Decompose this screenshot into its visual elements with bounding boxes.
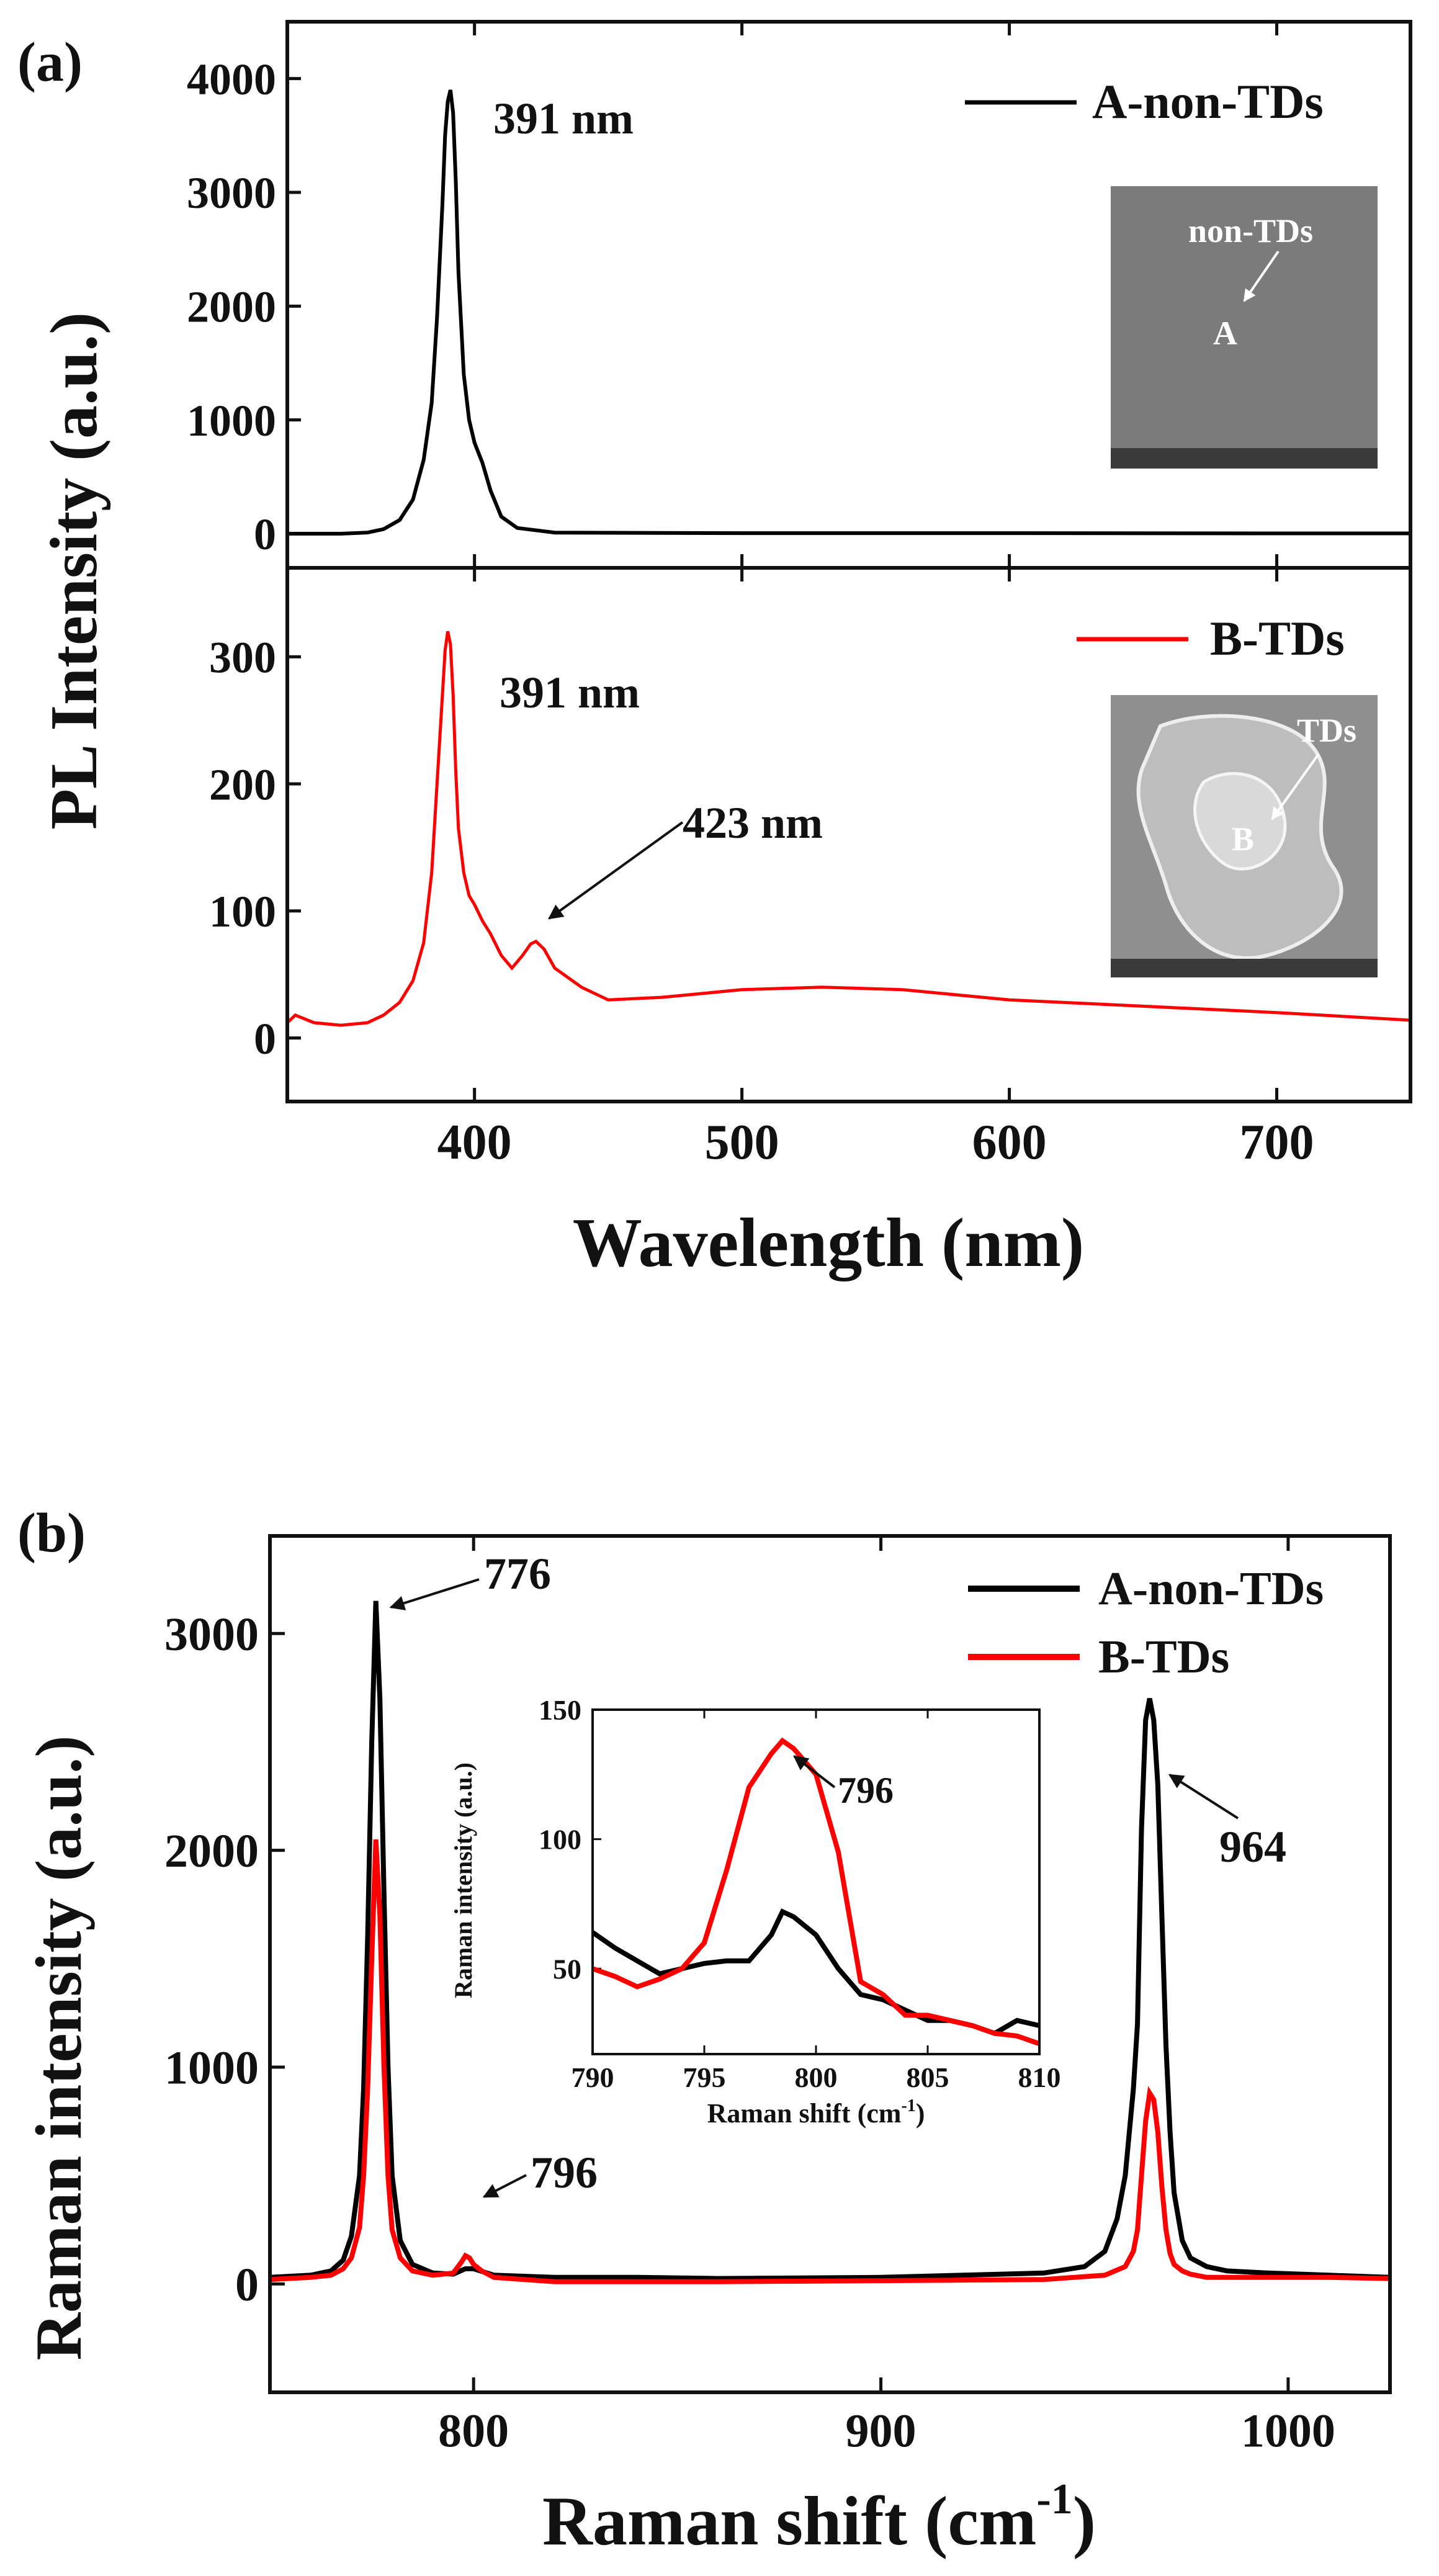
inset-ytick-label-150: 150 (539, 1694, 581, 1726)
raman-line-a-non-tds (269, 1600, 1391, 2281)
inset-xtick-label-805: 805 (907, 2062, 949, 2093)
inset-x-axis-label: Raman shift (cm-1) (707, 2096, 925, 2129)
inset-ticks: 50 100 150 790 795 800 805 810 (539, 1694, 1061, 2093)
a-bottom-xtick-label-700: 700 (1240, 1115, 1314, 1170)
raman-annotation-776: 776 (484, 1549, 551, 1599)
panel-a-y-axis-label: PL Intensity (a.u.) (37, 312, 111, 830)
a-bottom-ytick-label-100: 100 (209, 887, 276, 936)
b-xtick-label-1000: 1000 (1241, 2405, 1335, 2457)
inset-frame (591, 1708, 1041, 2055)
inset-xtick-label-810: 810 (1018, 2062, 1061, 2093)
a-top-ytick-label-4000: 4000 (187, 55, 276, 104)
b-tds-pl-line (286, 631, 1411, 1027)
raman-arrow-796 (482, 2174, 527, 2198)
a-bottom-ytick-label-300: 300 (209, 633, 276, 683)
sem-arrow-tds (1271, 753, 1320, 820)
raman-annotation-964: 964 (1219, 1822, 1286, 1872)
sem-inset-tds: TDs B (1111, 695, 1378, 977)
b-xtick-label-900: 900 (846, 2405, 917, 2457)
sem-label-tds: TDs (1297, 712, 1356, 749)
sem-point-a: A (1213, 315, 1237, 352)
a-top-peak-label: 391 nm (493, 94, 634, 143)
a-top-ytick-label-0: 0 (254, 509, 276, 559)
inset-annotation-796: 796 (838, 1770, 894, 1811)
sem-feature-inner (1193, 772, 1287, 871)
a-bottom-peak-label: 391 nm (500, 668, 640, 717)
a-top-ytick-label-3000: 3000 (187, 168, 276, 218)
inset-ytick-label-100: 100 (539, 1824, 581, 1856)
b-ytick-label-3000: 3000 (164, 1609, 259, 1661)
panel-b-label: (b) (17, 1502, 86, 1564)
panel-a-bottom-x-ticks: 400 500 600 700 (437, 568, 1314, 1170)
sem-info-bar (1111, 448, 1378, 469)
legend-label-b-tds: B-TDs (1210, 611, 1345, 665)
b-ytick-label-2000: 2000 (164, 1825, 259, 1877)
a-bottom-shoulder-label: 423 nm (683, 798, 823, 848)
inset-arrow-796 (793, 1755, 836, 1788)
sem-arrow-non-tds (1243, 250, 1280, 302)
a-bottom-xtick-label-500: 500 (705, 1115, 779, 1170)
a-non-tds-pl-line (287, 89, 1410, 536)
panel-a-x-axis-label: Wavelength (nm) (573, 1205, 1084, 1281)
panel-a-top-subplot: 0 1000 2000 3000 4000 391 nm A-non-TDs non-T… (187, 20, 1412, 570)
a-bottom-xtick-label-400: 400 (437, 1115, 512, 1170)
panel-b: (b) Raman intensity (a.u.) Raman shift (… (17, 1502, 1392, 2560)
panel-a-label: (a) (17, 32, 83, 93)
raman-inset: 50 100 150 790 795 800 805 810 Raman intensity … (449, 1688, 1061, 2129)
inset-background (506, 1688, 1039, 2116)
panel-a: (a) PL Intensity (a.u.) Wavelength (nm) … (17, 20, 1412, 1281)
panel-a-bottom-y-ticks: 0 100 200 300 (209, 633, 301, 1064)
b-ytick-label-0: 0 (235, 2259, 259, 2311)
inset-y-axis-label: Raman intensity (a.u.) (449, 1762, 477, 1998)
panel-b-ticks: 0 1000 2000 3000 800 900 1000 (164, 1536, 1335, 2457)
raman-line-b-tds (269, 1839, 1391, 2284)
sem-image-non-tds (1111, 186, 1378, 469)
legend-label-raman-b: B-TDs (1098, 1631, 1229, 1683)
panel-b-frame (268, 1534, 1392, 2394)
panel-a-top-y-ticks: 0 1000 2000 3000 4000 (187, 55, 301, 559)
inset-xtick-label-790: 790 (572, 2062, 614, 2093)
raman-arrow-776 (389, 1578, 480, 1610)
sem-point-b: B (1232, 820, 1254, 858)
a-top-ytick-label-1000: 1000 (187, 396, 276, 446)
panel-a-bottom-frame (285, 566, 1412, 1103)
inset-ytick-label-50: 50 (553, 1953, 581, 1985)
legend-label-raman-a: A-non-TDs (1098, 1563, 1324, 1615)
a-bottom-ytick-label-0: 0 (254, 1014, 276, 1064)
raman-arrow-964 (1168, 1774, 1239, 1820)
panel-a-top-x-ticks (473, 22, 1279, 568)
raman-annotation-796: 796 (531, 2148, 598, 2197)
inset-xtick-label-795: 795 (683, 2062, 726, 2093)
b-xtick-label-800: 800 (438, 2405, 509, 2457)
a-bottom-xtick-label-600: 600 (972, 1115, 1047, 1170)
sem-info-bar-b (1111, 959, 1378, 977)
a-top-ytick-label-2000: 2000 (187, 282, 276, 332)
b-ytick-label-1000: 1000 (164, 2042, 259, 2094)
inset-xtick-label-800: 800 (795, 2062, 838, 2093)
a-bottom-ytick-label-200: 200 (209, 760, 276, 809)
legend-label-a-non-tds: A-non-TDs (1092, 74, 1324, 128)
a-bottom-shoulder-arrow (548, 821, 684, 920)
panel-a-bottom-subplot: 0 100 200 300 400 500 600 700 391 nm 423 nm B-… (209, 566, 1412, 1170)
sem-inset-non-tds: non-TDs A (1111, 186, 1378, 469)
panel-b-x-axis-label: Raman shift (cm-1) (542, 2475, 1096, 2560)
panel-b-y-axis-label: Raman intensity (a.u.) (22, 1735, 95, 2360)
sem-label-non-tds: non-TDs (1188, 212, 1313, 249)
